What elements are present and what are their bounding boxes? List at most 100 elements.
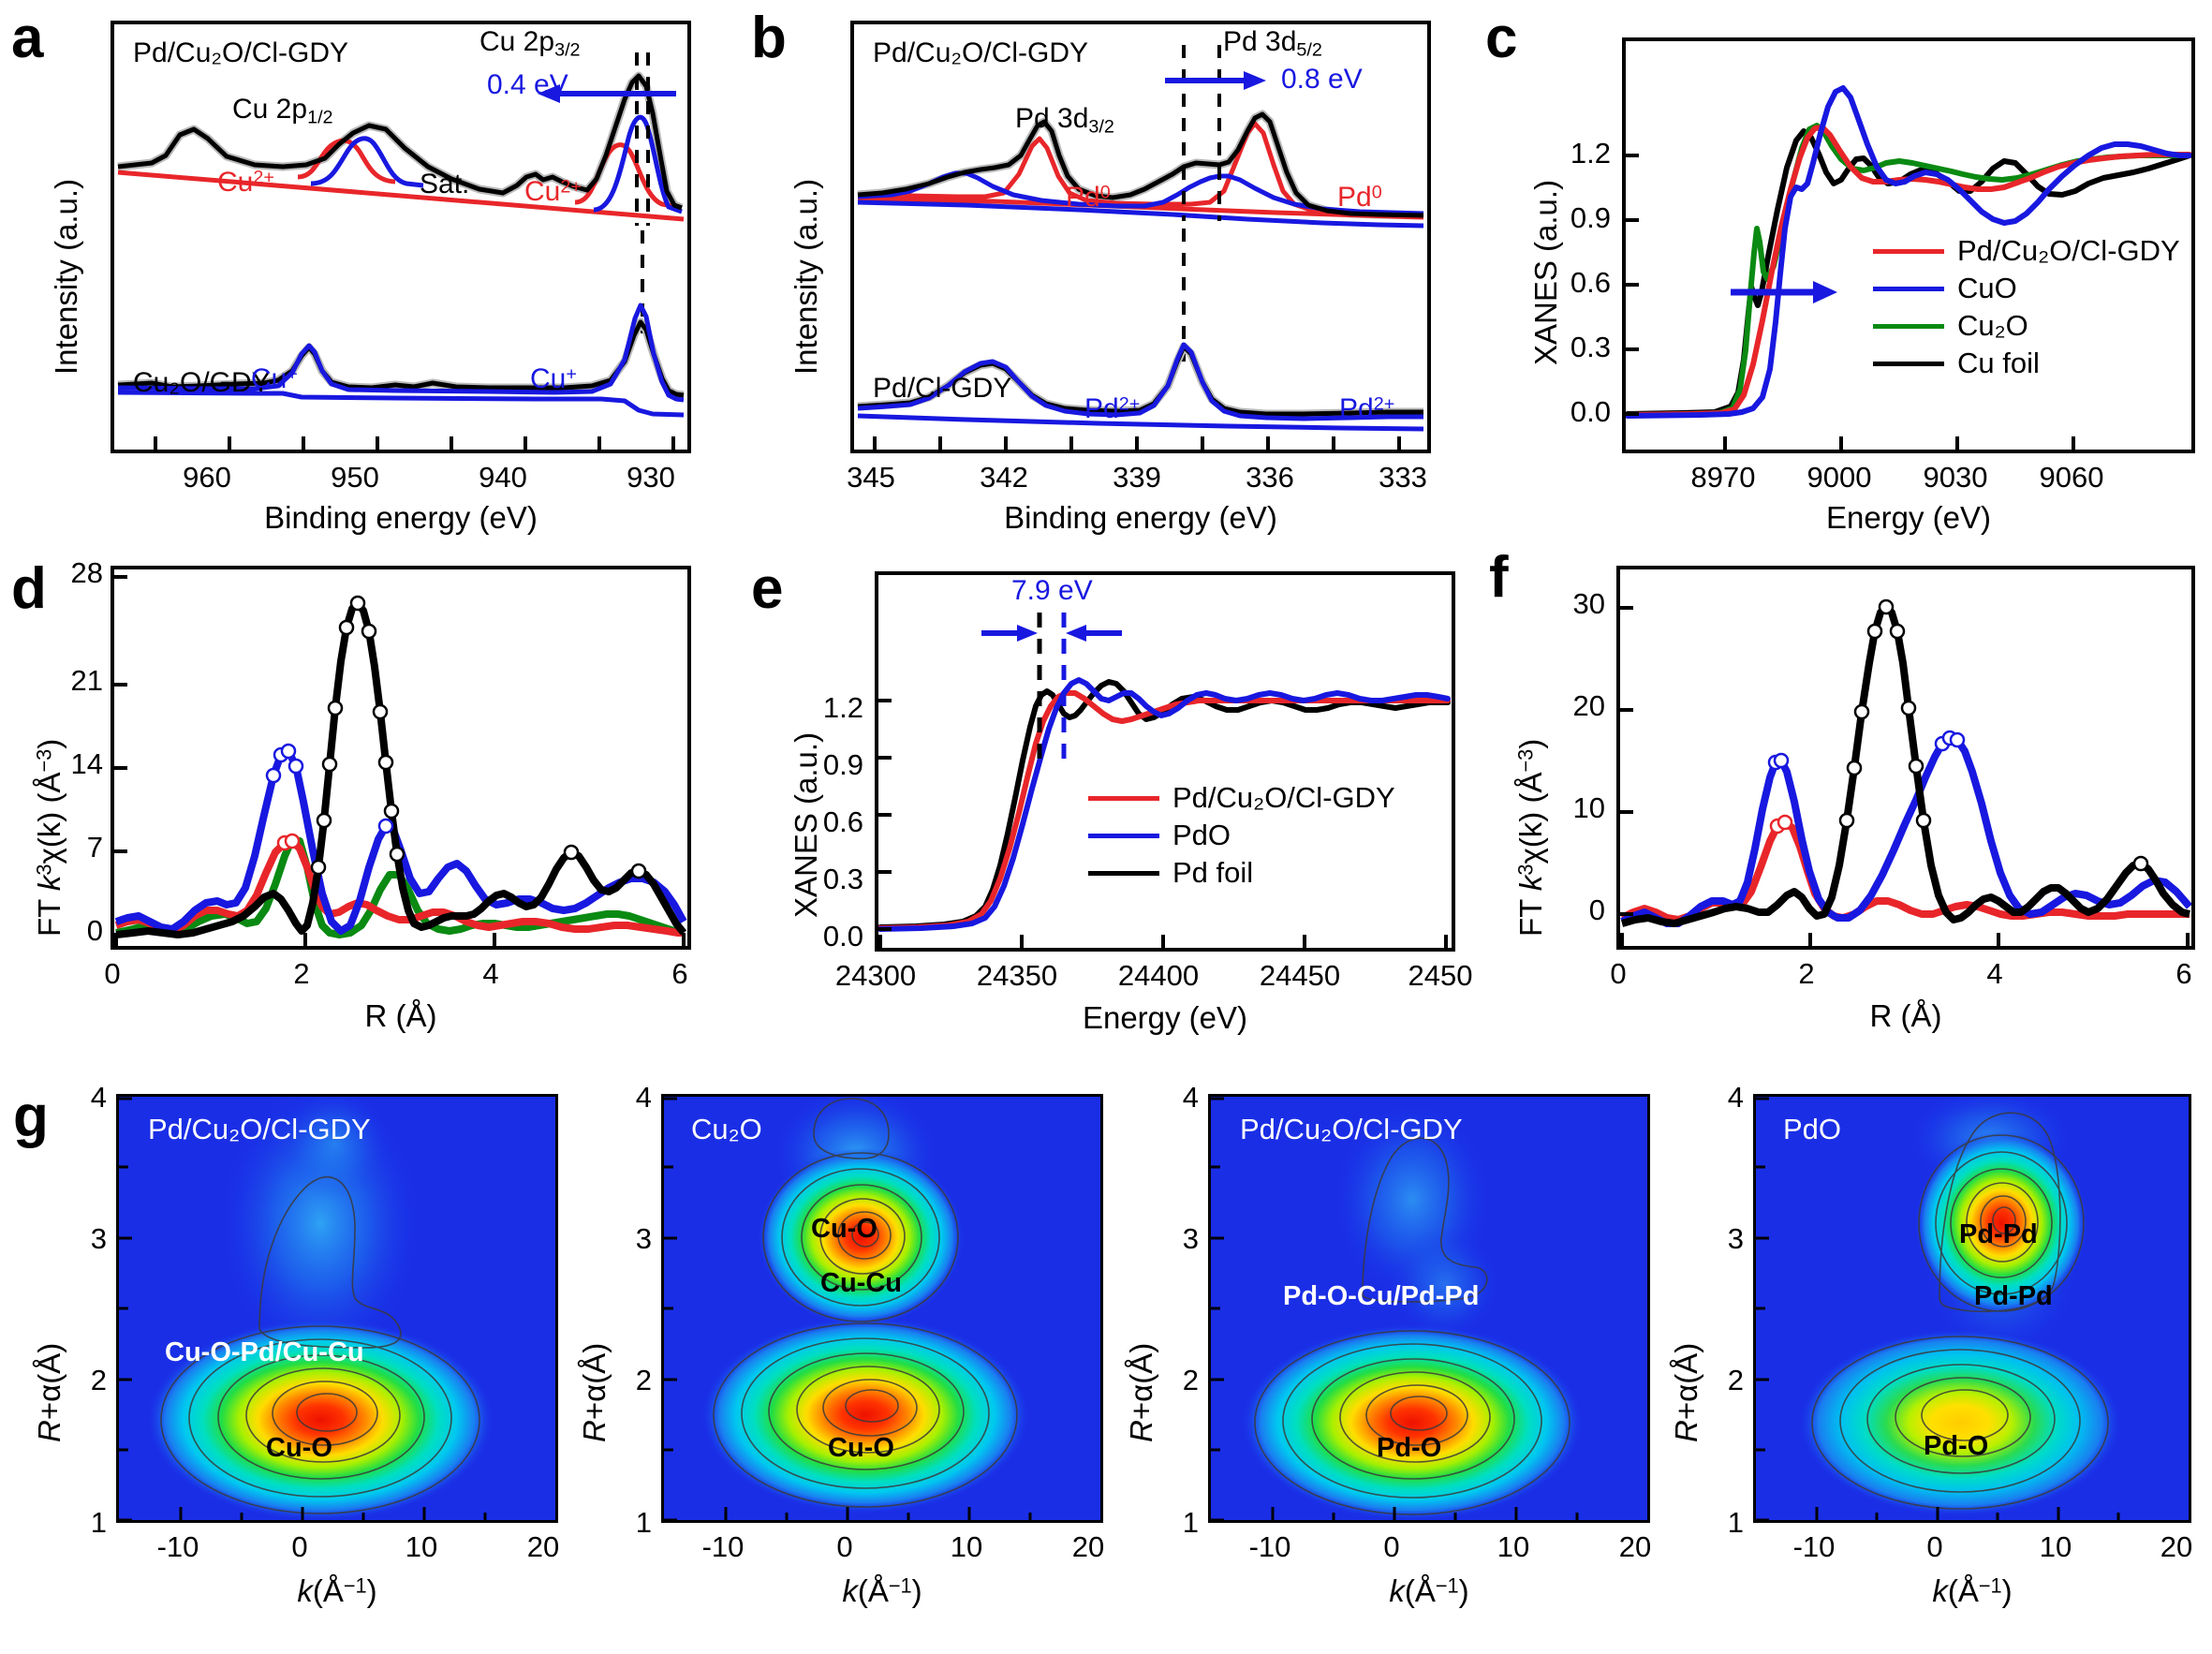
panel-a-sample-top: Pd/Cu₂O/Cl-GDY: [133, 37, 349, 68]
panel-a-peak-2p12: Cu 2p1/2: [232, 94, 333, 128]
panel-e-xtick-0: 24300: [834, 959, 917, 992]
legend-swatch-black: [1088, 870, 1159, 876]
panel-c-legend-item-1: CuO: [1873, 272, 2180, 305]
panel-g-map1-xtick-3: 20: [1071, 1530, 1105, 1563]
panel-a-ylabel-wrap: Intensity (a.u.): [49, 179, 84, 375]
panel-f-xtick-1: 2: [1798, 957, 1815, 990]
panel-e-legend-item-1: PdO: [1088, 819, 1395, 852]
panel-b-peak-3d52: Pd 3d5/2: [1223, 26, 1322, 61]
panel-e-shift-label: 7.9 eV: [1011, 575, 1093, 606]
panel-g-map2-ytick-2: 3: [1182, 1222, 1199, 1255]
panel-a-plot: [117, 52, 685, 450]
panel-g-map1-label-0: Cu-O: [811, 1214, 877, 1244]
legend-swatch-red: [1873, 248, 1944, 254]
legend-swatch-blue: [1873, 286, 1944, 291]
panel-g-map0-ytick-3: 4: [90, 1081, 107, 1114]
panel-g-map0-ytick-0: 1: [90, 1506, 107, 1539]
legend-swatch-red: [1088, 795, 1159, 801]
panel-g-map0-xtick-0: -10: [156, 1530, 199, 1563]
panel-f-ytick-1: 10: [1572, 791, 1605, 824]
panel-f-ytick-3: 30: [1572, 587, 1605, 620]
panel-g-map2-xtick-2: 10: [1497, 1530, 1530, 1563]
panel-g-map1-label-1: Cu-Cu: [820, 1268, 902, 1298]
panel-f: f FT k3χ(k) (Å−3): [1480, 543, 2212, 1068]
panel-g-map1-xtick-2: 10: [950, 1530, 983, 1563]
panel-e-xtick-2: 24400: [1117, 959, 1200, 992]
panel-g-map2-label-1: Pd-O: [1377, 1433, 1442, 1463]
panel-e-ytick-4: 1.2: [822, 691, 863, 724]
panel-d-plot: [114, 575, 687, 946]
panel-g-map1-xtick-0: -10: [701, 1530, 745, 1563]
panel-g-map3-label-1: Pd-Pd: [1974, 1281, 2053, 1311]
panel-g-map2-ytick-3: 4: [1182, 1081, 1199, 1114]
panel-c-legend-item-0: Pd/Cu₂O/Cl-GDY: [1873, 234, 2180, 268]
panel-a: a Intensity (a.u.): [0, 0, 740, 543]
panel-g-map-2: R+α(Å): [1105, 1068, 1667, 1654]
panel-g-map3-ytick-0: 1: [1727, 1506, 1744, 1539]
panel-g-map2-ytick-1: 2: [1182, 1364, 1199, 1396]
panel-d-ytick-1: 7: [86, 831, 103, 864]
legend-swatch-green: [1873, 323, 1944, 329]
panel-e-ytick-2: 0.6: [822, 805, 863, 838]
panel-b-peak-3d32: Pd 3d3/2: [1015, 103, 1114, 138]
panel-e-legend-label-2: Pd foil: [1172, 856, 1254, 889]
panel-g-map1-ytick-1: 2: [635, 1364, 652, 1396]
panel-b-shift-label: 0.8 eV: [1281, 64, 1363, 95]
panel-e-legend-item-2: Pd foil: [1088, 856, 1395, 890]
panel-d-ytick-3: 21: [70, 664, 103, 697]
panel-a-xtick-0: 960: [183, 461, 231, 494]
panel-e-legend-label-1: PdO: [1172, 819, 1231, 851]
panel-c-ytick-2: 0.6: [1570, 266, 1611, 299]
panel-c-ytick-3: 0.9: [1570, 201, 1611, 234]
panel-b-sample-top: Pd/Cu₂O/Cl-GDY: [873, 37, 1089, 68]
panel-g-map2-label-0: Pd-O-Cu/Pd-Pd: [1283, 1281, 1480, 1311]
panel-a-peak-2p32: Cu 2p3/2: [479, 26, 581, 61]
panel-g-map1-contour: [664, 1097, 1100, 1520]
panel-c-ytick-0: 0.0: [1570, 395, 1611, 428]
panel-a-ylabel: Intensity (a.u.): [49, 178, 83, 375]
panel-c-legend: Pd/Cu₂O/Cl-GDY CuO Cu₂O Cu foil: [1873, 234, 2180, 384]
panel-g-map0-label-1: Cu-O: [266, 1433, 332, 1463]
panel-a-species-cuplus-left: Cu+: [251, 363, 298, 394]
panel-g-letter: g: [13, 1085, 49, 1149]
panel-e-ytick-1: 0.3: [822, 863, 863, 895]
panel-g-map3-ytick-3: 4: [1727, 1081, 1744, 1114]
panel-d-xtick-0: 0: [104, 957, 121, 990]
panel-g-map1-name: Cu₂O: [691, 1113, 762, 1145]
legend-swatch-black: [1873, 361, 1944, 366]
panel-b-plot: [857, 45, 1424, 450]
panel-g-map0-xtick-1: 0: [291, 1530, 308, 1563]
panel-d-xtick-2: 4: [482, 957, 499, 990]
panel-c-xtick-2: 9030: [1923, 461, 1988, 494]
panel-g-map1-ytick-0: 1: [635, 1506, 652, 1539]
panel-a-species-cu2plus-left: Cu2+: [217, 167, 274, 198]
panel-b-ylabel-wrap: Intensity (a.u.): [789, 179, 824, 375]
panel-a-axes: [111, 21, 691, 453]
panel-g-map0-label-0: Cu-O-Pd/Cu-Cu: [165, 1337, 364, 1367]
panel-g-map2-xlabel: k(Å−1): [1389, 1573, 1469, 1608]
panel-e-xtick-1: 24350: [976, 959, 1058, 992]
panel-g-map2-contour: [1211, 1097, 1647, 1520]
panel-g-map3-contour: [1756, 1097, 2189, 1520]
panel-a-shift-label: 0.4 eV: [487, 69, 568, 100]
panel-e: e XANES (a.u.): [740, 543, 1480, 1068]
panel-a-xtick-1: 950: [331, 461, 379, 494]
panel-c-xlabel: Energy (eV): [1825, 500, 1992, 535]
panel-f-ytick-0: 0: [1588, 893, 1605, 926]
panel-d-xlabel: R (Å): [364, 998, 437, 1033]
panel-a-xlabel: Binding energy (eV): [264, 500, 538, 535]
panel-f-letter: f: [1489, 545, 1509, 610]
panel-f-xtick-3: 6: [2175, 957, 2192, 990]
panel-a-sample-bottom: Cu₂O/GDY: [133, 367, 271, 398]
panel-a-sat-label: Sat.: [420, 169, 470, 199]
panel-g-map3-xtick-0: -10: [1792, 1530, 1836, 1563]
panel-g-map3-xtick-3: 20: [2160, 1530, 2193, 1563]
panel-g-map1-xtick-1: 0: [836, 1530, 853, 1563]
panel-c-plot: [1626, 85, 2191, 450]
panel-e-legend: Pd/Cu₂O/Cl-GDY PdO Pd foil: [1088, 781, 1395, 893]
panel-c-ytick-4: 1.2: [1570, 137, 1611, 170]
panel-b-xtick-3: 336: [1246, 461, 1294, 494]
panel-g-map0-axes: [116, 1094, 558, 1523]
panel-g-map3-label-2: Pd-O: [1924, 1431, 1989, 1461]
panel-d-letter: d: [11, 556, 47, 621]
